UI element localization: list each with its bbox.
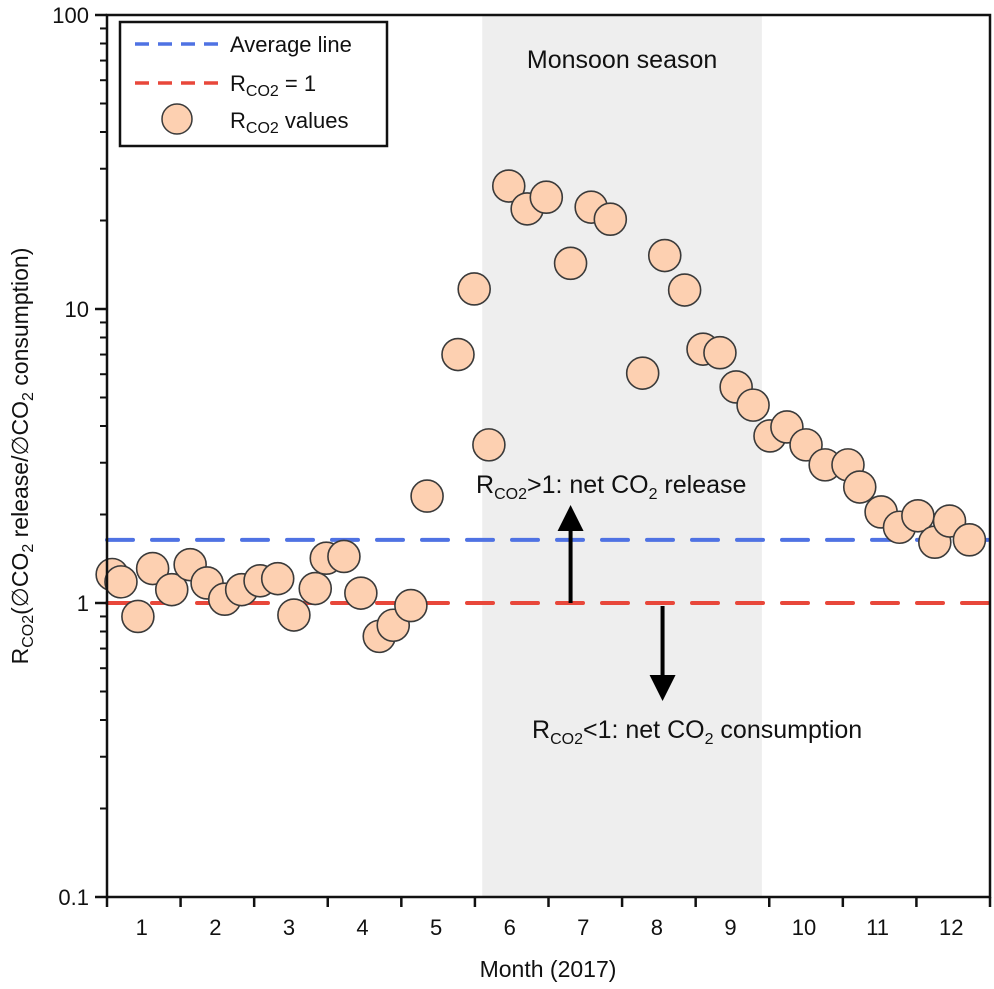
data-point — [135, 551, 170, 586]
data-point — [104, 565, 138, 599]
legend-swatch-rco2-values — [161, 103, 193, 135]
y-tick-label: 100 — [52, 3, 89, 28]
data-point — [394, 588, 428, 623]
legend-label-rco2-values: RCO2 values — [230, 108, 349, 137]
x-tick-label: 3 — [283, 915, 295, 940]
annotation-text: RCO2<1: net CO2 consumption — [532, 716, 862, 748]
data-point — [154, 572, 189, 607]
data-point — [472, 428, 506, 462]
y-tick-label: 10 — [65, 297, 89, 322]
data-point — [327, 539, 361, 574]
data-point — [667, 273, 702, 307]
monsoon-season-label: Monsoon season — [527, 46, 717, 74]
data-point — [121, 599, 155, 634]
x-tick-label: 5 — [430, 915, 442, 940]
monsoon-season-band — [482, 15, 762, 897]
y-axis-title: RCO2(∅CO2 release/∅CO2 consumption) — [7, 248, 37, 665]
data-point — [736, 388, 770, 422]
x-tick-label: 6 — [504, 915, 516, 940]
data-point — [457, 272, 491, 306]
data-point — [344, 576, 378, 610]
data-point — [491, 169, 526, 203]
x-tick-label: 11 — [866, 915, 889, 940]
annotation-text: RCO2>1: net CO2 release — [476, 471, 746, 503]
data-point — [529, 180, 564, 215]
x-tick-label: 4 — [356, 915, 368, 940]
data-point — [553, 246, 588, 281]
x-tick-label: 12 — [939, 915, 963, 940]
data-point — [410, 479, 444, 513]
data-point — [277, 598, 311, 632]
data-point — [260, 561, 295, 596]
y-tick-label: 1 — [77, 591, 89, 616]
data-point — [593, 202, 628, 237]
x-tick-label: 10 — [792, 915, 816, 940]
x-tick-label: 9 — [724, 915, 736, 940]
arrow-up-icon — [557, 505, 584, 531]
data-point — [952, 523, 987, 557]
data-point — [842, 470, 877, 504]
x-tick-label: 8 — [651, 915, 663, 940]
data-point — [647, 238, 682, 273]
data-point — [625, 356, 660, 390]
data-point — [703, 335, 737, 370]
y-tick-label: 0.1 — [58, 885, 89, 910]
x-axis-title: Month (2017) — [480, 956, 617, 982]
arrow-down-icon — [649, 675, 676, 701]
data-point — [298, 571, 333, 606]
annotation-net-release: RCO2>1: net CO2 release — [476, 471, 746, 603]
x-tick-label: 2 — [209, 915, 221, 940]
data-point — [441, 337, 475, 372]
legend-label-rco2-eq-1: RCO2 = 1 — [230, 71, 316, 100]
annotation-net-consumption: RCO2<1: net CO2 consumption — [532, 606, 862, 748]
legend-label-average-line: Average line — [230, 32, 352, 57]
legend: Average line RCO2 = 1 RCO2 values — [118, 20, 389, 148]
x-tick-label: 1 — [136, 915, 148, 940]
x-tick-label: 7 — [577, 915, 589, 940]
